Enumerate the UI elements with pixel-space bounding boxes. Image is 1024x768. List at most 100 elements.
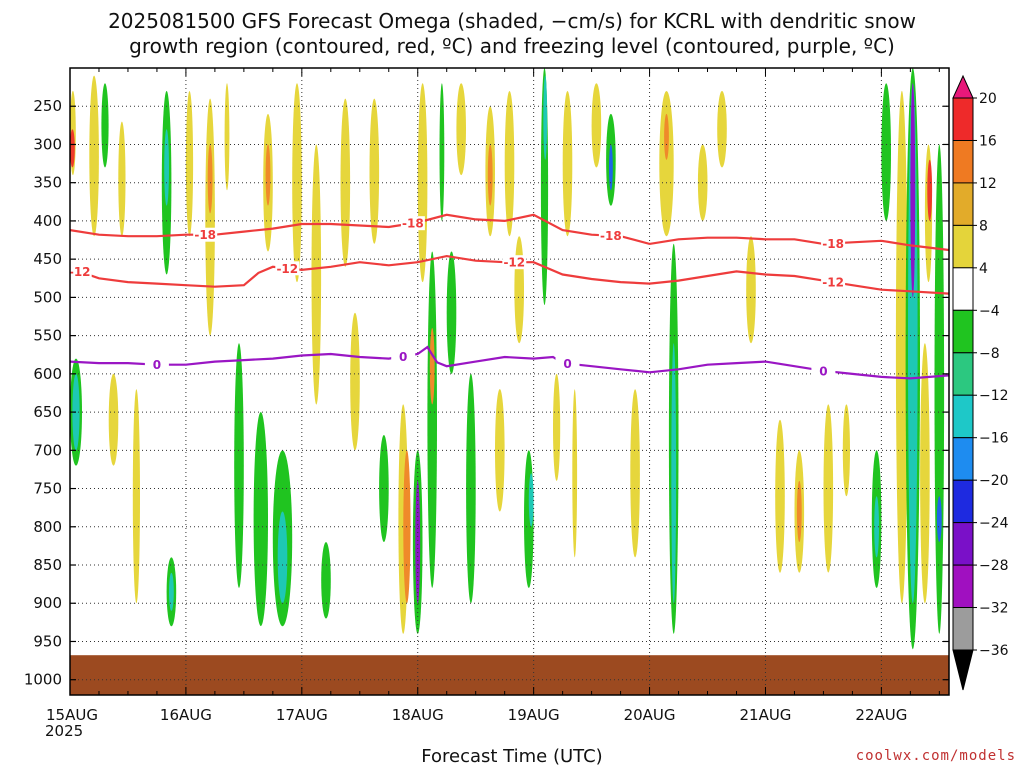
credit-link[interactable]: coolwx.com/models [855, 748, 1016, 764]
omega-region-teal [671, 343, 677, 604]
colorbar-bottom-arrow [952, 649, 974, 691]
omega-region-orange [796, 480, 802, 543]
contour-label: -12 [69, 265, 91, 279]
y-tick-label: 900 [33, 594, 62, 612]
omega-region-green [427, 251, 438, 588]
contour-label: 0 [153, 358, 161, 372]
contour-label-bg [811, 363, 836, 378]
omega-region-yellow [775, 419, 785, 573]
omega-region-teal [874, 496, 879, 558]
omega-region-yellow [132, 389, 140, 604]
x-tick-label: 22AUG [855, 706, 907, 724]
contour-label: 0 [399, 350, 407, 364]
colorbar-label: −16 [979, 431, 1009, 447]
omega-region-yellow [185, 91, 194, 237]
y-tick-label: 550 [33, 327, 62, 345]
colorbar-top-arrow [952, 74, 974, 99]
colorbar-segment [952, 140, 974, 184]
omega-region-green [253, 412, 268, 627]
colorbar-label: −4 [979, 303, 1000, 319]
omega-shading [70, 68, 945, 650]
omega-region-teal [169, 572, 174, 611]
contour-label: -18 [194, 228, 216, 242]
omega-region-yellow [746, 236, 756, 344]
omega-region-purple [415, 480, 421, 604]
grid-lines [70, 68, 949, 695]
y-tick-label: 800 [33, 518, 62, 536]
contour-label-bg [400, 216, 425, 231]
chart-title-line-1: 2025081500 GFS Forecast Omega (shaded, −… [108, 9, 916, 33]
y-tick-label: 300 [33, 135, 62, 153]
omega-region-teal [164, 129, 170, 206]
omega-region-yellow [630, 389, 640, 558]
colorbar-label: −12 [979, 388, 1009, 404]
omega-region-red [70, 129, 75, 168]
contour-label-bg [193, 227, 218, 242]
y-tick-label: 250 [33, 97, 62, 115]
contour-label-bg [598, 228, 623, 243]
omega-region-yellow [920, 343, 930, 604]
omega-region-yellow [553, 373, 561, 481]
x-tick-label: 20AUG [624, 706, 676, 724]
y-tick-label: 500 [33, 288, 62, 306]
omega-region-yellow [340, 98, 351, 267]
colorbar: 20 16 12 8 4 −4 −8 −12 −16 −20 −24 −28 −32 −36 [952, 74, 1009, 691]
contour-label-bg [821, 236, 846, 251]
omega-region-blue [609, 144, 613, 191]
y-tick-label: 950 [33, 632, 62, 650]
omega-region-yellow [350, 312, 360, 451]
colorbar-label: −28 [979, 558, 1009, 574]
y-tick-label: 700 [33, 441, 62, 459]
contour-label: -18 [600, 229, 622, 243]
contour-label: 0 [563, 357, 571, 371]
omega-region-green [379, 435, 389, 542]
y-tick-label: 400 [33, 212, 62, 230]
x-tick-label: 18AUG [392, 706, 444, 724]
y-tick-label: 1000 [24, 671, 62, 689]
y-tick-label: 750 [33, 480, 62, 498]
contour-label: -12 [503, 256, 525, 270]
contour-label-bg [391, 349, 416, 364]
colorbar-label: 12 [979, 176, 997, 192]
omega-region-yellow [562, 91, 573, 237]
y-tick-label: 650 [33, 403, 62, 421]
contour-label-bg [144, 357, 169, 372]
colorbar-label: 20 [979, 91, 997, 107]
ground-mask [70, 655, 949, 695]
colorbar-label: 8 [979, 218, 988, 234]
colorbar-segment [952, 479, 974, 524]
colorbar-segment [952, 182, 974, 226]
colorbar-segment [952, 394, 974, 439]
omega-region-teal [528, 473, 534, 527]
omega-region-yellow [224, 83, 230, 191]
colorbar-segment [952, 267, 974, 311]
contour-label: -18 [822, 237, 844, 251]
omega-region-green [934, 144, 945, 634]
colorbar-label: 4 [979, 261, 988, 277]
contour-label-bg [70, 264, 92, 279]
omega-region-purple [910, 83, 916, 298]
omega-region-yellow [717, 91, 727, 168]
omega-region-orange [265, 144, 271, 206]
omega-region-yellow [118, 121, 126, 237]
omega-region-yellow [659, 91, 674, 237]
contour-label: -18 [402, 217, 424, 231]
omega-region-yellow [823, 404, 834, 573]
omega-region-green [234, 343, 244, 588]
colorbar-segment [952, 437, 974, 481]
omega-region-teal [543, 75, 548, 160]
contour-label-bg [555, 356, 580, 371]
colorbar-segment [952, 607, 974, 651]
x-tick-label: 17AUG [276, 706, 328, 724]
omega-region-red [927, 159, 933, 221]
omega-region-yellow [311, 144, 322, 405]
omega-region-yellow [572, 389, 578, 558]
contour-line [70, 254, 949, 295]
colorbar-segment [952, 522, 974, 566]
colorbar-segment [952, 97, 974, 141]
omega-region-orange [664, 113, 669, 160]
omega-region-green [101, 83, 109, 168]
x-tick-label: 21AUG [739, 706, 791, 724]
axes: 250 300 350 400 450 500 550 600 650 700 750 800 850 9… [24, 67, 950, 724]
y-tick-label: 600 [33, 365, 62, 383]
